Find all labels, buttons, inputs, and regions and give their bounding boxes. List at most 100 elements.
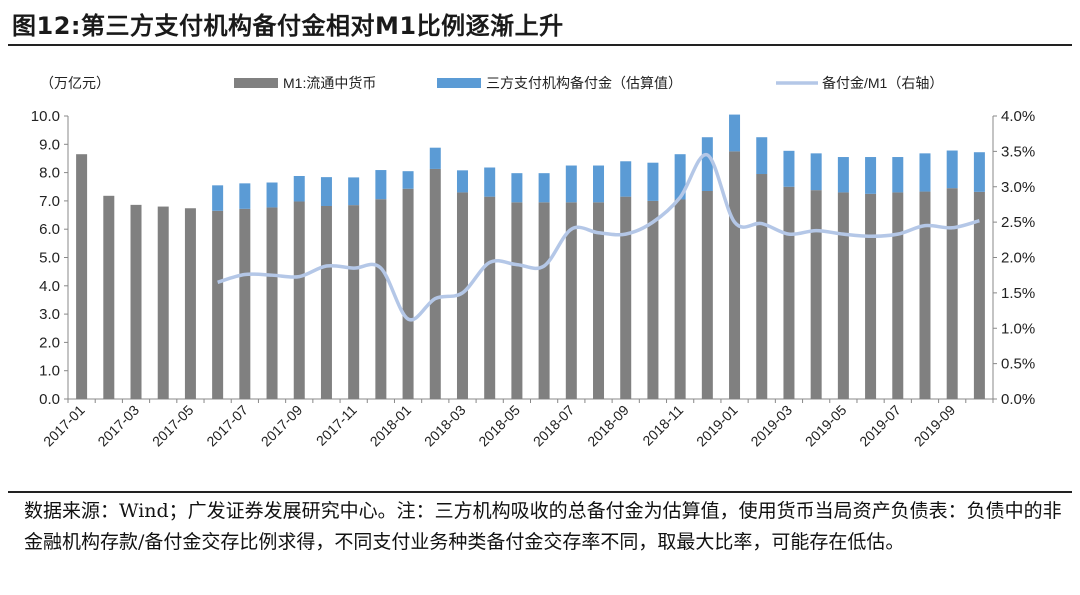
y-tick-label: 10.0	[31, 108, 60, 125]
x-tick-label: 2017-03	[94, 402, 142, 450]
x-tick-label: 2017-09	[258, 402, 306, 450]
bar-m1	[729, 151, 741, 399]
y2-tick-label: 4.0%	[1001, 108, 1035, 125]
x-tick-label: 2019-07	[856, 402, 904, 450]
bar-m1	[484, 196, 496, 399]
y-tick-label: 2.0	[39, 334, 60, 351]
y2-tick-label: 3.5%	[1001, 143, 1035, 160]
x-tick-label: 2019-05	[802, 402, 850, 450]
bar-m1	[892, 192, 904, 399]
chart-title: 图12:第三方支付机构备付金相对M1比例逐渐上升	[12, 12, 564, 40]
bar-m1	[565, 202, 577, 399]
x-tick-label: 2019-09	[911, 402, 959, 450]
bar-m1	[837, 192, 849, 399]
line-layer	[217, 153, 980, 322]
x-tick-label: 2019-01	[693, 402, 741, 450]
bar-m1	[239, 208, 251, 399]
bar-m1	[375, 199, 387, 399]
bar-m1	[620, 196, 632, 399]
bar-m1	[130, 204, 142, 399]
legend: M1:流通中货币 三方支付机构备付金（估算值） 备付金/M1（右轴）	[234, 75, 943, 91]
legend-label-reserve: 三方支付机构备付金（估算值）	[486, 75, 682, 91]
bar-m1	[76, 154, 88, 399]
bar-reserve	[538, 173, 550, 203]
bar-reserve	[456, 170, 468, 193]
bar-m1	[266, 207, 278, 399]
bar-m1	[348, 205, 360, 399]
bar-m1	[946, 188, 958, 399]
title-divider	[8, 44, 1072, 46]
x-tick-label: 2017-01	[40, 402, 88, 450]
bar-reserve	[484, 167, 496, 197]
source-note: 数据来源：Wind；广发证券发展研究中心。注：三方机构吸收的总备付金为估算值，使…	[24, 500, 1062, 553]
x-tick-label: 2017-11	[313, 402, 360, 449]
y2-tick-label: 3.0%	[1001, 179, 1035, 196]
y-tick-label: 1.0	[39, 363, 60, 380]
bar-reserve	[239, 183, 251, 209]
bar-reserve	[565, 165, 577, 203]
bar-m1	[429, 168, 441, 399]
bar-m1	[103, 195, 115, 399]
bar-m1	[212, 210, 224, 399]
y2-tick-label: 0.0%	[1001, 391, 1035, 408]
bar-reserve	[620, 161, 632, 197]
bar-reserve	[756, 137, 768, 175]
bar-reserve	[593, 165, 605, 203]
bar-m1	[647, 200, 659, 399]
bar-m1	[402, 188, 414, 399]
series-line-ratio	[217, 153, 980, 322]
bar-reserve	[647, 162, 659, 201]
legend-swatch-reserve	[437, 78, 481, 88]
bar-reserve	[810, 153, 822, 191]
bar-m1	[756, 174, 768, 399]
bar-m1	[701, 190, 713, 399]
bar-m1	[783, 186, 795, 399]
x-tick-label: 2019-03	[747, 402, 795, 450]
axes-layer: 0.0 1.0 2.0 3.0 4.0 5.0 6.0 7.0 8.0 9.0 10.0 0.0% 0.…	[31, 75, 1035, 449]
bar-reserve	[375, 170, 387, 200]
legend-label-ratio: 备付金/M1（右轴）	[822, 75, 943, 91]
bar-reserve	[320, 177, 332, 206]
bar-reserve	[946, 150, 958, 189]
y-unit-label: （万亿元）	[40, 75, 110, 91]
bar-reserve	[837, 157, 849, 193]
y-tick-label: 6.0	[39, 221, 60, 238]
bar-m1	[456, 192, 468, 399]
bar-reserve	[973, 152, 985, 192]
y-tick-label: 7.0	[39, 193, 60, 210]
bar-m1	[810, 190, 822, 399]
x-tick-label: 2017-07	[203, 402, 251, 450]
y-tick-label: 9.0	[39, 136, 60, 153]
bar-reserve	[266, 182, 278, 208]
y2-tick-label: 0.5%	[1001, 356, 1035, 373]
legend-label-m1: M1:流通中货币	[283, 75, 376, 91]
bar-reserve	[511, 173, 523, 203]
bar-m1	[674, 199, 686, 399]
bar-reserve	[348, 177, 360, 206]
bar-reserve	[919, 153, 931, 192]
bar-reserve	[429, 147, 441, 169]
y2-tick-label: 1.5%	[1001, 285, 1035, 302]
y2-tick-label: 1.0%	[1001, 320, 1035, 337]
x-tick-label: 2018-09	[584, 402, 632, 450]
bar-reserve	[729, 114, 741, 152]
y-tick-label: 0.0	[39, 391, 60, 408]
bar-reserve	[674, 154, 686, 200]
bar-m1	[919, 191, 931, 399]
bar-m1	[511, 202, 523, 399]
x-tick-label: 2017-05	[149, 402, 197, 450]
x-tick-label: 2018-07	[530, 402, 578, 450]
bar-m1	[184, 208, 196, 399]
y-tick-label: 4.0	[39, 278, 60, 295]
bars-layer	[76, 114, 985, 399]
bar-reserve	[783, 150, 795, 187]
x-tick-label: 2018-05	[475, 402, 523, 450]
y-tick-label: 3.0	[39, 306, 60, 323]
x-tick-label: 2018-03	[421, 402, 469, 450]
bar-m1	[320, 205, 332, 399]
bar-m1	[538, 202, 550, 399]
y2-tick-label: 2.5%	[1001, 214, 1035, 231]
x-tick-label: 2018-11	[639, 402, 686, 449]
bar-reserve	[892, 157, 904, 193]
chart: 0.0 1.0 2.0 3.0 4.0 5.0 6.0 7.0 8.0 9.0 10.0 0.0% 0.…	[31, 75, 1035, 449]
